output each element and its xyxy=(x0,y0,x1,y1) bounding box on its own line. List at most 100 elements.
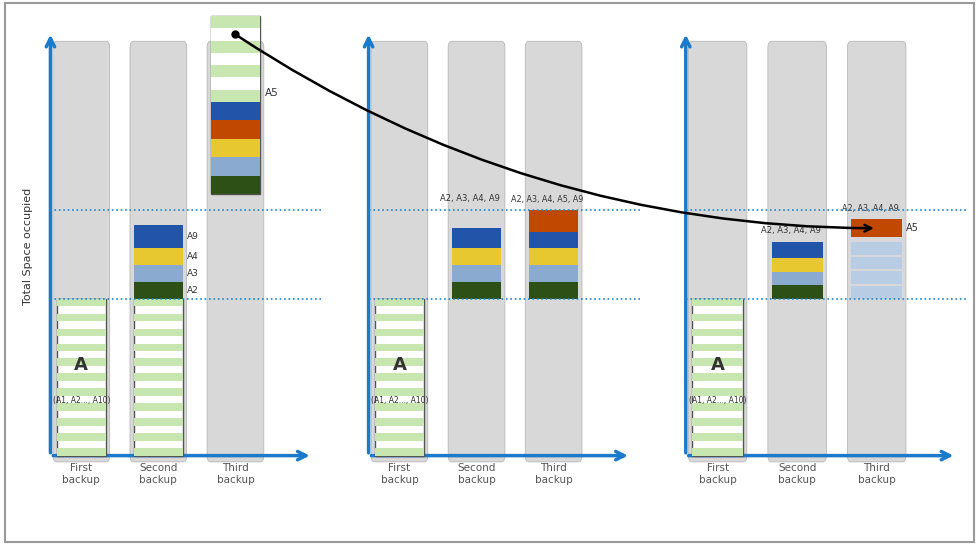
Bar xyxy=(134,343,183,351)
Bar xyxy=(134,282,183,299)
Bar xyxy=(210,65,260,77)
Bar xyxy=(691,343,742,351)
Bar xyxy=(691,359,742,366)
Bar xyxy=(375,373,423,381)
Bar xyxy=(57,433,106,441)
Bar xyxy=(134,249,183,265)
Bar xyxy=(375,299,423,306)
Text: A: A xyxy=(74,355,88,373)
Bar xyxy=(134,225,183,249)
FancyBboxPatch shape xyxy=(847,41,905,462)
Text: A2, A3, A4, A5, A9: A2, A3, A4, A5, A9 xyxy=(511,195,583,204)
Text: (A1, A2..., A10): (A1, A2..., A10) xyxy=(53,396,110,405)
Bar xyxy=(134,418,183,426)
Text: Third
backup: Third backup xyxy=(216,463,254,485)
FancyBboxPatch shape xyxy=(688,41,746,462)
Bar xyxy=(452,249,501,265)
Bar xyxy=(210,175,260,194)
Bar xyxy=(691,403,742,411)
Bar xyxy=(452,282,501,299)
Bar xyxy=(691,389,742,396)
Bar xyxy=(57,359,106,366)
Bar xyxy=(691,313,742,321)
Text: A3: A3 xyxy=(187,269,199,278)
Bar xyxy=(375,448,423,456)
Bar xyxy=(375,329,423,336)
Text: First
backup: First backup xyxy=(380,463,418,485)
Bar xyxy=(57,329,106,336)
Bar xyxy=(691,329,742,336)
Text: A2, A3, A4, A9: A2, A3, A4, A9 xyxy=(760,227,820,235)
Bar xyxy=(57,299,106,456)
Text: A: A xyxy=(710,355,724,373)
FancyBboxPatch shape xyxy=(767,41,825,462)
Bar xyxy=(691,448,742,456)
Text: First
backup: First backup xyxy=(63,463,100,485)
Bar xyxy=(134,265,183,282)
Bar xyxy=(210,41,260,53)
Text: Total Space occupied: Total Space occupied xyxy=(23,187,33,305)
Bar xyxy=(210,16,260,194)
Bar xyxy=(691,299,742,456)
Bar xyxy=(375,433,423,441)
Bar xyxy=(375,359,423,366)
Bar xyxy=(771,242,822,258)
Text: Third
backup: Third backup xyxy=(534,463,572,485)
Bar xyxy=(57,389,106,396)
Bar xyxy=(528,232,578,249)
FancyBboxPatch shape xyxy=(207,41,263,462)
Text: Third
backup: Third backup xyxy=(857,463,895,485)
Bar xyxy=(851,271,902,284)
Bar xyxy=(528,249,578,265)
Bar xyxy=(57,418,106,426)
Bar xyxy=(134,299,183,306)
Bar xyxy=(375,313,423,321)
Bar xyxy=(134,373,183,381)
Bar xyxy=(57,313,106,321)
FancyBboxPatch shape xyxy=(130,41,187,462)
Bar xyxy=(134,389,183,396)
Text: A2, A3, A4, A9: A2, A3, A4, A9 xyxy=(841,204,898,213)
Bar xyxy=(134,299,183,456)
Bar xyxy=(375,389,423,396)
Text: A5: A5 xyxy=(264,88,278,98)
Bar xyxy=(851,242,902,255)
Bar xyxy=(134,448,183,456)
Bar xyxy=(375,418,423,426)
Bar xyxy=(691,418,742,426)
Bar xyxy=(375,343,423,351)
Text: Second
backup: Second backup xyxy=(457,463,495,485)
Text: (A1, A2..., A10): (A1, A2..., A10) xyxy=(371,396,427,405)
Text: Second
backup: Second backup xyxy=(139,463,177,485)
Bar xyxy=(528,210,578,232)
Bar xyxy=(452,228,501,249)
Bar xyxy=(771,272,822,285)
Bar xyxy=(691,433,742,441)
Text: A: A xyxy=(392,355,406,373)
Bar xyxy=(210,120,260,139)
Bar xyxy=(528,282,578,299)
Bar xyxy=(134,403,183,411)
Bar xyxy=(851,286,902,299)
Bar xyxy=(134,329,183,336)
Bar xyxy=(851,219,902,238)
Text: A2, A3, A4, A9: A2, A3, A4, A9 xyxy=(440,195,500,203)
Bar xyxy=(57,373,106,381)
Bar xyxy=(210,16,260,28)
Bar xyxy=(57,403,106,411)
Bar xyxy=(528,265,578,282)
Bar xyxy=(134,433,183,441)
Bar xyxy=(375,299,423,456)
Bar xyxy=(771,258,822,272)
Bar xyxy=(57,299,106,306)
Bar xyxy=(691,373,742,381)
Bar xyxy=(210,90,260,102)
Bar xyxy=(375,403,423,411)
FancyBboxPatch shape xyxy=(53,41,110,462)
Text: A4: A4 xyxy=(187,252,199,261)
FancyBboxPatch shape xyxy=(525,41,581,462)
Bar xyxy=(210,16,260,102)
Bar xyxy=(210,139,260,157)
Bar xyxy=(851,257,902,269)
Text: A5: A5 xyxy=(905,223,918,233)
